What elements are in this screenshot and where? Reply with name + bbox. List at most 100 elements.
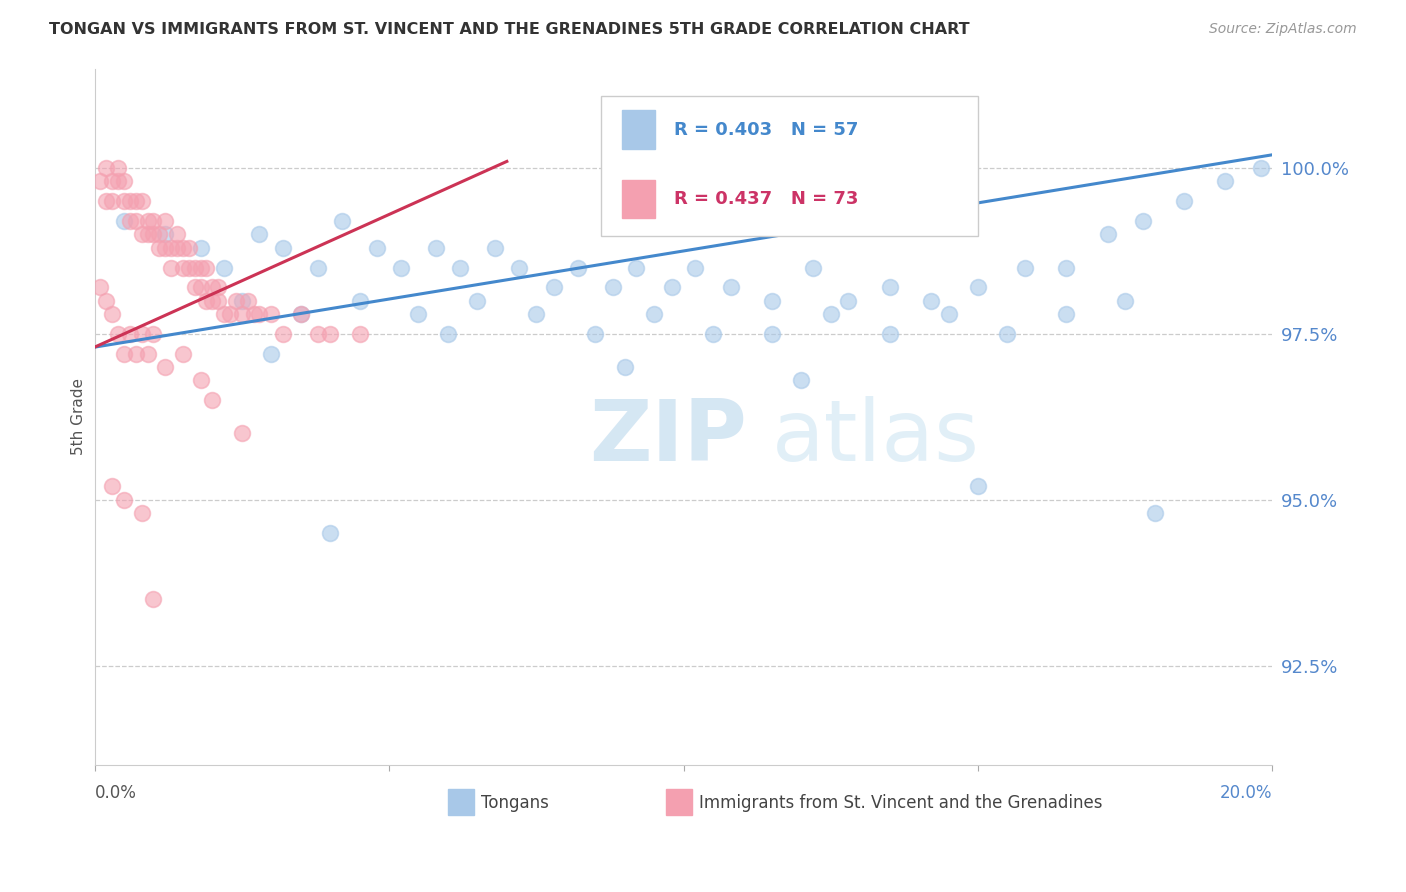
Point	[172, 347, 194, 361]
Point	[837, 293, 859, 308]
Point	[231, 307, 253, 321]
Point	[761, 293, 783, 308]
Point	[112, 174, 135, 188]
Point	[107, 161, 129, 175]
Point	[183, 280, 205, 294]
Point	[820, 307, 842, 321]
Point	[242, 307, 264, 321]
Point	[125, 347, 148, 361]
Point	[1250, 161, 1272, 175]
Point	[1215, 174, 1237, 188]
Point	[290, 307, 312, 321]
Point	[319, 326, 342, 341]
Point	[131, 326, 153, 341]
Point	[236, 293, 259, 308]
Point	[349, 293, 371, 308]
Y-axis label: 5th Grade: 5th Grade	[72, 378, 86, 455]
Point	[437, 326, 460, 341]
Point	[879, 326, 901, 341]
Point	[142, 592, 165, 607]
Point	[319, 525, 342, 540]
Point	[249, 307, 271, 321]
Point	[190, 260, 212, 275]
Point	[190, 373, 212, 387]
Point	[177, 260, 200, 275]
Text: Immigrants from St. Vincent and the Grenadines: Immigrants from St. Vincent and the Gren…	[699, 794, 1102, 812]
Point	[107, 326, 129, 341]
Point	[112, 492, 135, 507]
Point	[685, 260, 707, 275]
Point	[790, 373, 813, 387]
Point	[96, 293, 118, 308]
Point	[1054, 307, 1077, 321]
Point	[155, 214, 177, 228]
Point	[1173, 194, 1195, 209]
Point	[467, 293, 489, 308]
Point	[1114, 293, 1136, 308]
Point	[201, 280, 224, 294]
Point	[112, 194, 135, 209]
Point	[583, 326, 606, 341]
Point	[1132, 214, 1154, 228]
Point	[613, 359, 636, 374]
Text: Source: ZipAtlas.com: Source: ZipAtlas.com	[1209, 22, 1357, 37]
Point	[449, 260, 471, 275]
Point	[920, 293, 942, 308]
Point	[1054, 260, 1077, 275]
Point	[177, 241, 200, 255]
Point	[125, 214, 148, 228]
Point	[260, 347, 283, 361]
Point	[524, 307, 547, 321]
Point	[879, 280, 901, 294]
Point	[190, 241, 212, 255]
Point	[271, 241, 294, 255]
Text: 20.0%: 20.0%	[1220, 784, 1272, 802]
Point	[148, 241, 170, 255]
Point	[142, 326, 165, 341]
Point	[155, 227, 177, 242]
Point	[661, 280, 683, 294]
Text: Tongans: Tongans	[481, 794, 548, 812]
Point	[112, 347, 135, 361]
Point	[201, 293, 224, 308]
Point	[408, 307, 430, 321]
Point	[938, 307, 960, 321]
Point	[602, 280, 624, 294]
Point	[1097, 227, 1119, 242]
Point	[801, 260, 824, 275]
Text: atlas: atlas	[772, 396, 980, 479]
Point	[231, 293, 253, 308]
Point	[136, 214, 159, 228]
Point	[508, 260, 530, 275]
Point	[166, 241, 188, 255]
Point	[155, 359, 177, 374]
Point	[201, 393, 224, 408]
Point	[190, 280, 212, 294]
Point	[101, 174, 124, 188]
Text: TONGAN VS IMMIGRANTS FROM ST. VINCENT AND THE GRENADINES 5TH GRADE CORRELATION C: TONGAN VS IMMIGRANTS FROM ST. VINCENT AN…	[49, 22, 970, 37]
Point	[271, 326, 294, 341]
Point	[118, 214, 141, 228]
Point	[997, 326, 1019, 341]
Point	[307, 260, 329, 275]
FancyBboxPatch shape	[602, 96, 979, 235]
Point	[307, 326, 329, 341]
Point	[89, 174, 111, 188]
Point	[172, 241, 194, 255]
Point	[207, 293, 229, 308]
Point	[330, 214, 353, 228]
Point	[136, 347, 159, 361]
Text: ZIP: ZIP	[589, 396, 747, 479]
Point	[195, 293, 218, 308]
Point	[967, 479, 990, 493]
Point	[967, 280, 990, 294]
Point	[761, 326, 783, 341]
Point	[626, 260, 648, 275]
Point	[107, 174, 129, 188]
Point	[260, 307, 283, 321]
Point	[212, 260, 235, 275]
Point	[219, 307, 242, 321]
Point	[148, 227, 170, 242]
Point	[366, 241, 388, 255]
Point	[225, 293, 247, 308]
